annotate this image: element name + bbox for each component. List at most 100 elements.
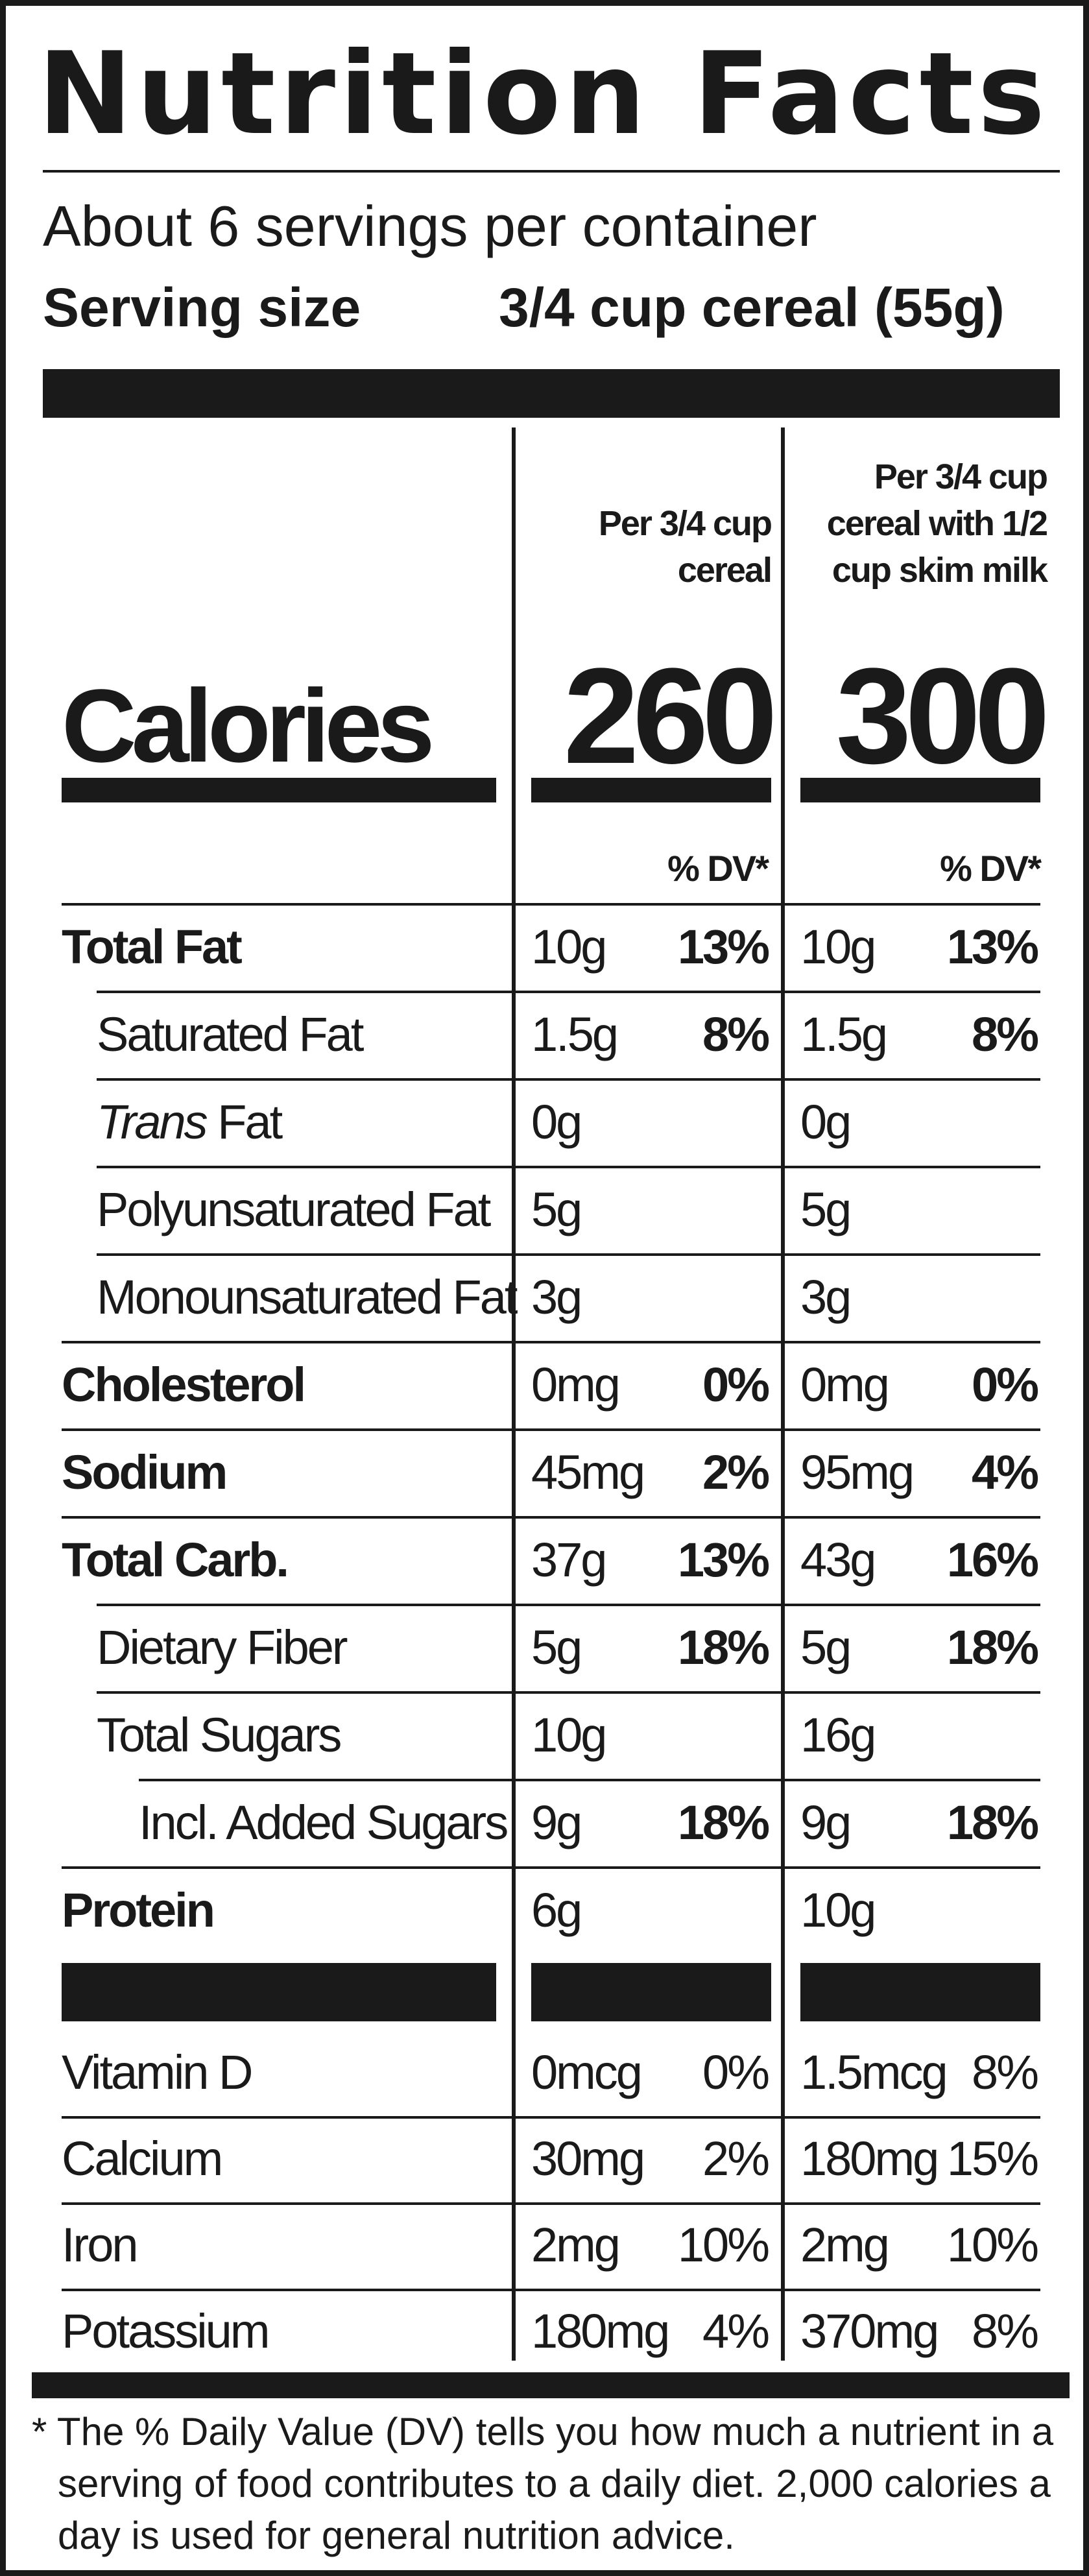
nutrient-label-text: Total Sugars <box>97 1708 342 1762</box>
nutrient-label-text: Total Fat <box>62 920 243 974</box>
row-divider <box>62 2116 1040 2119</box>
nutrient-amount: 10g <box>531 1708 607 1762</box>
column-divider-right <box>781 427 785 2361</box>
footnote-line: * The % Daily Value (DV) tells you how m… <box>32 2410 1054 2453</box>
nutrient-dv: 13% <box>677 1533 770 1587</box>
row-divider <box>97 1253 1040 1256</box>
nutrient-label: Total Carb. <box>62 1521 289 1599</box>
nutrient-label: Sodium <box>62 1434 228 1511</box>
nutrient-label-text: Incl. Added Sugars <box>139 1796 509 1849</box>
calories-bar-col2 <box>800 778 1040 802</box>
nutrient-amount: 5g <box>531 1620 582 1674</box>
nutrient-amount: 0mg <box>531 1358 621 1412</box>
row-divider <box>62 2289 1040 2291</box>
nutrient-dv: 16% <box>946 1533 1039 1587</box>
vitamin-amount: 2mg <box>531 2218 621 2272</box>
nutrient-amount: 0g <box>800 1095 852 1149</box>
nutrient-dv: 18% <box>946 1796 1039 1849</box>
footnote-line: day is used for general nutrition advice… <box>58 2514 735 2557</box>
nutrient-amount: 10g <box>800 1883 876 1937</box>
nutrient-amount: 45mg <box>531 1445 645 1499</box>
vitamin-amount: 1.5mcg <box>800 2045 948 2099</box>
vitamin-label: Potassium <box>62 2304 270 2358</box>
calories-col2: 300 <box>835 640 1050 792</box>
vitamin-amount: 30mg <box>531 2132 645 2185</box>
vitamin-dv: 15% <box>946 2132 1039 2185</box>
nutrient-label-text: Cholesterol <box>62 1358 306 1412</box>
vitamin-label: Iron <box>62 2218 139 2272</box>
nutrient-amount: 43g <box>800 1533 876 1587</box>
calories-bar-col1 <box>531 778 771 802</box>
nutrient-dv: 18% <box>946 1620 1039 1674</box>
vitamin-dv: 0% <box>702 2045 770 2099</box>
vitamin-bar-col2 <box>800 1963 1040 2021</box>
nutrient-label-text: Sodium <box>62 1445 228 1499</box>
row-divider <box>62 1516 1040 1519</box>
footnote-line: serving of food contributes to a daily d… <box>58 2462 1051 2505</box>
nutrient-amount: 0mg <box>800 1358 890 1412</box>
vitamin-amount: 180mg <box>531 2304 670 2358</box>
row-divider <box>97 1604 1040 1606</box>
nutrient-label: Protein <box>62 1872 215 1949</box>
nutrient-amount: 1.5g <box>800 1007 888 1061</box>
col2-header-line: cup skim milk <box>832 551 1048 590</box>
vitamin-dv: 8% <box>972 2304 1039 2358</box>
row-divider <box>139 1779 1040 1781</box>
col1-header-line: Per 3/4 cup <box>598 504 772 543</box>
nutrient-label: Monounsaturated Fat <box>97 1258 518 1336</box>
nutrient-amount: 37g <box>531 1533 607 1587</box>
col2-header-line: Per 3/4 cup <box>874 457 1048 496</box>
nutrient-label: Saturated Fat <box>97 996 364 1074</box>
calories-label: Calories <box>62 668 435 784</box>
vitamin-dv: 2% <box>702 2132 770 2185</box>
row-divider <box>62 1866 1040 1869</box>
nutrient-amount: 10g <box>800 920 876 974</box>
nutrient-amount: 0g <box>531 1095 582 1149</box>
nutrient-amount: 5g <box>800 1620 852 1674</box>
nutrient-amount: 10g <box>531 920 607 974</box>
row-divider <box>97 1691 1040 1694</box>
nutrient-amount: 9g <box>800 1796 852 1849</box>
nutrient-label-text: Polyunsaturated Fat <box>97 1183 491 1236</box>
dv-header-col1: % DV* <box>667 848 769 889</box>
row-divider <box>62 2202 1040 2205</box>
vitamin-dv: 4% <box>702 2304 770 2358</box>
nutrient-label-text: Fat <box>217 1095 283 1149</box>
nutrient-label-text: Saturated Fat <box>97 1007 364 1061</box>
vitamin-dv: 8% <box>972 2045 1039 2099</box>
nutrient-label: Dietary Fiber <box>97 1609 348 1687</box>
col1-header: Per 3/4 cup cereal <box>538 500 772 594</box>
footnote: * The % Daily Value (DV) tells you how m… <box>32 2406 1070 2562</box>
nutrient-amount: 5g <box>800 1183 852 1236</box>
nutrient-dv: 0% <box>972 1358 1039 1412</box>
serving-size-label: Serving size <box>43 277 361 338</box>
row-divider <box>62 1428 1040 1431</box>
nutrient-dv: 13% <box>677 920 770 974</box>
nutrient-amount: 9g <box>531 1796 582 1849</box>
vitamin-label: Calcium <box>62 2132 223 2185</box>
nutrient-dv: 8% <box>702 1007 770 1061</box>
serving-size-value: 3/4 cup cereal (55g) <box>499 277 1005 338</box>
calories-bar-label <box>62 778 496 802</box>
nutrient-label-text: Protein <box>62 1883 215 1937</box>
nutrient-amount: 3g <box>531 1270 582 1324</box>
nutrient-dv: 18% <box>677 1620 770 1674</box>
vitamin-label: Vitamin D <box>62 2045 253 2099</box>
nutrient-label: Total Sugars <box>97 1696 342 1774</box>
nutrient-label-text: Monounsaturated Fat <box>97 1270 518 1324</box>
dv-header-col2: % DV* <box>940 848 1042 889</box>
row-divider <box>62 903 1040 906</box>
vitamin-dv: 10% <box>677 2218 770 2272</box>
row-divider <box>97 991 1040 993</box>
nutrient-dv: 4% <box>972 1445 1039 1499</box>
nutrient-label: Trans Fat <box>97 1083 283 1161</box>
col2-header-line: cereal with 1/2 <box>826 504 1048 543</box>
column-divider-left <box>512 427 516 2361</box>
label-title: Nutrition Facts <box>38 29 1049 160</box>
row-divider <box>97 1078 1040 1081</box>
nutrient-label-text: Total Carb. <box>62 1533 289 1587</box>
nutrient-label: Cholesterol <box>62 1346 306 1424</box>
nutrient-dv: 13% <box>946 920 1039 974</box>
nutrient-label: Polyunsaturated Fat <box>97 1171 491 1249</box>
nutrient-amount: 6g <box>531 1883 582 1937</box>
